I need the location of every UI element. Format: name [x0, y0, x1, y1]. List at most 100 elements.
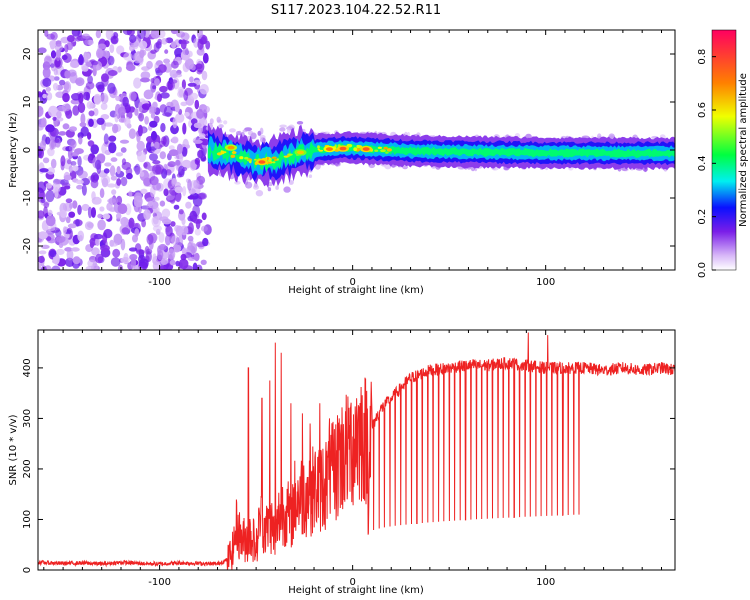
heatmap-noise-cell [162, 218, 172, 225]
heatmap-hotspot [255, 158, 268, 166]
heatmap-noise-cell [120, 238, 126, 251]
heatmap-highlight-cell [272, 161, 276, 164]
snr-x-tick-label: 100 [536, 577, 555, 588]
heatmap-noise-cell [94, 159, 102, 170]
heatmap-noise-cell [80, 126, 89, 137]
heatmap-noise-cell [170, 124, 179, 135]
heatmap-noise-cell [38, 255, 45, 264]
heatmap-noise-cell [158, 64, 167, 73]
heatmap-noise-cell [140, 188, 148, 194]
heatmap-noise-cell [38, 105, 44, 117]
heatmap-noise-cell [195, 63, 203, 70]
heatmap-noise-cell [88, 118, 94, 128]
heatmap-noise-cell [93, 93, 102, 105]
heatmap-noise-cell [55, 235, 66, 243]
heatmap-noise-cell [50, 50, 57, 59]
heatmap-noise-cell [200, 138, 210, 146]
heatmap-noise-cell [168, 145, 175, 151]
heatmap-noise-cell [88, 110, 95, 117]
heatmap-noise-cell [97, 43, 107, 50]
heatmap-noise-cell [152, 215, 159, 225]
heatmap-highlight-cell [317, 148, 321, 151]
heatmap-noise-cell [158, 232, 165, 243]
heatmap-noise-cell [72, 200, 78, 209]
heatmap-noise-cell [108, 142, 117, 154]
heatmap-highlight-cell [346, 143, 353, 148]
heatmap-noise-cell [180, 225, 189, 236]
heatmap-noise-cell [103, 133, 109, 145]
heatmap-noise-cell [160, 257, 169, 265]
chart-title: S117.2023.104.22.52.R11 [271, 3, 441, 18]
heatmap-noise-cell [46, 236, 52, 241]
heatmap-noise-cell [40, 140, 46, 151]
heatmap-noise-cell [107, 70, 118, 76]
heatmap-halo-cell [260, 137, 266, 143]
heatmap-noise-cell [116, 166, 121, 175]
heatmap-noise-cell [152, 225, 162, 232]
heatmap-halo-cell [247, 130, 254, 136]
heatmap-noise-cell [133, 195, 143, 208]
heatmap-highlight-cell [274, 158, 278, 162]
heatmap-noise-cell [169, 79, 178, 84]
colorbar-tick-label: 0.4 [697, 155, 708, 171]
heatmap-noise-cell [70, 98, 81, 105]
snr-y-tick-label: 100 [22, 510, 33, 529]
heatmap-noise-cell [38, 231, 48, 240]
heatmap-noise-cell [192, 204, 201, 217]
heatmap-noise-cell [100, 175, 111, 185]
heatmap-noise-cell [197, 149, 204, 159]
heatmap-highlight-cell [276, 158, 279, 161]
heatmap-noise-cell [194, 252, 200, 262]
heatmap-noise-cell [80, 177, 90, 186]
heatmap-noise-cell [153, 206, 160, 214]
heatmap-halo-cell [334, 162, 341, 167]
heatmap-highlight-cell [221, 151, 227, 154]
heatmap-noise-cell [111, 189, 117, 195]
spectrogram-y-tick-label: 10 [22, 96, 33, 109]
heatmap-noise-cell [40, 244, 50, 249]
heatmap-noise-cell [170, 41, 177, 49]
heatmap-noise-cell [58, 131, 67, 136]
heatmap-noise-cell [121, 158, 127, 166]
heatmap-noise-cell [123, 52, 133, 61]
heatmap-noise-cell [202, 105, 210, 114]
heatmap-noise-cell [158, 265, 167, 270]
heatmap-noise-cell [137, 124, 143, 137]
heatmap-noise-cell [187, 179, 192, 191]
heatmap-noise-cell [68, 165, 73, 173]
heatmap-noise-cell [170, 221, 176, 227]
heatmap-noise-cell [68, 144, 75, 152]
heatmap-noise-cell [110, 35, 119, 45]
heatmap-noise-cell [185, 144, 191, 149]
heatmap-noise-cell [157, 38, 163, 46]
heatmap-noise-cell [70, 161, 77, 166]
heatmap-noise-cell [42, 77, 52, 87]
heatmap-noise-cell [123, 252, 129, 263]
heatmap-noise-cell [107, 82, 116, 94]
heatmap-noise-cell [45, 124, 55, 133]
heatmap-noise-cell [157, 250, 164, 261]
heatmap-noise-cell [128, 190, 133, 197]
heatmap-hotspot [360, 145, 373, 153]
heatmap-noise-cell [65, 257, 75, 267]
heatmap-highlight-cell [271, 156, 277, 159]
heatmap-noise-cell [47, 209, 53, 216]
heatmap-noise-cell [164, 49, 169, 54]
heatmap-noise-cell [119, 139, 130, 144]
heatmap-noise-cell [180, 101, 188, 107]
heatmap-noise-cell [200, 259, 207, 265]
heatmap-noise-cell [52, 116, 57, 121]
heatmap-noise-cell [72, 151, 80, 156]
snr-y-tick-label: 200 [22, 459, 33, 478]
spectrogram-y-axis-label: Frequency (Hz) [8, 112, 19, 188]
heatmap-noise-cell [87, 75, 93, 84]
heatmap-noise-cell [48, 105, 58, 117]
heatmap-noise-cell [143, 209, 151, 221]
heatmap-noise-cell [39, 168, 49, 173]
heatmap-noise-cell [38, 181, 47, 193]
heatmap-noise-cell [184, 111, 190, 117]
heatmap-noise-cell [173, 204, 180, 210]
heatmap-noise-cell [178, 209, 184, 215]
heatmap-highlight-cell [232, 150, 236, 155]
